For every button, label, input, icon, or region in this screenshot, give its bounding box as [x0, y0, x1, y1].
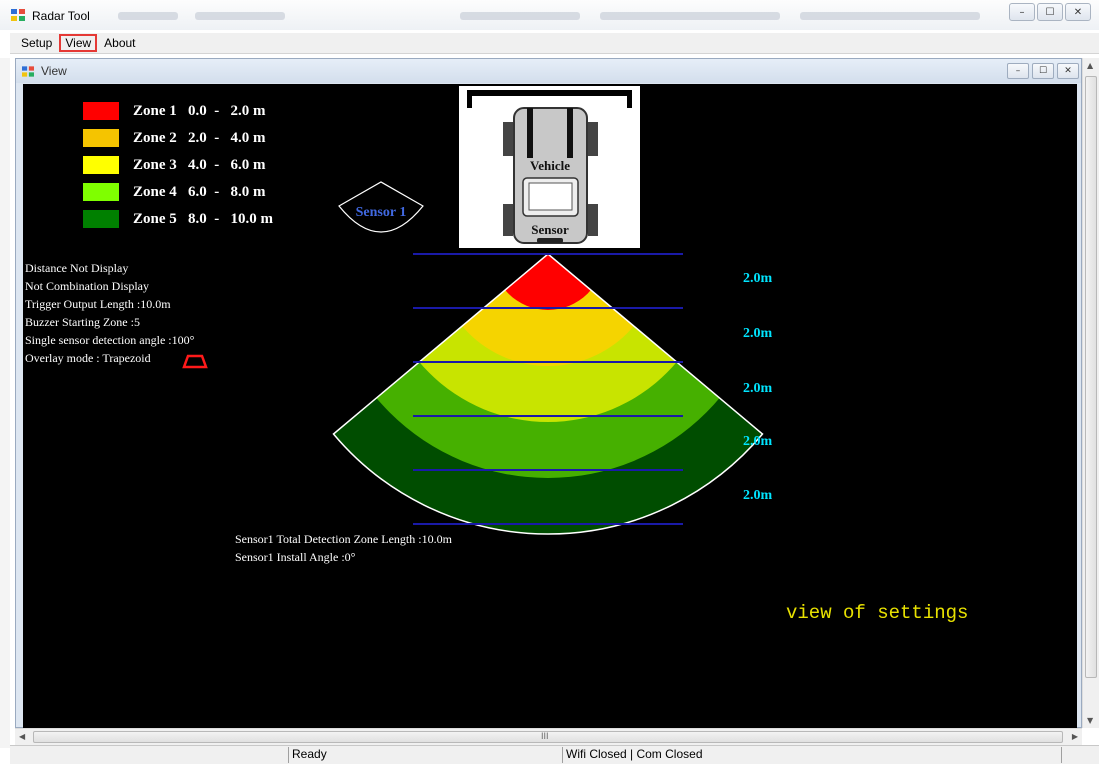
zone-5-label: Zone 5 8.0 - 10.0 m [133, 210, 274, 227]
trapezoid-icon [182, 354, 208, 369]
zone-2-swatch [83, 129, 119, 147]
menu-view[interactable]: View [59, 34, 98, 52]
menu-setup[interactable]: Setup [21, 36, 53, 50]
zone-5-swatch [83, 210, 119, 228]
radar-zone-1 [492, 254, 604, 310]
zone-3-swatch [83, 156, 119, 174]
scroll-left-icon[interactable]: ◀ [19, 732, 26, 741]
left-edge [0, 58, 10, 748]
zone-4-swatch [83, 183, 119, 201]
distance-label-2: 2.0m [743, 326, 773, 341]
radar-zone-2 [436, 254, 660, 366]
distance-label-4: 2.0m [743, 434, 773, 449]
child-minimize-button[interactable]: – [1007, 63, 1029, 79]
minimize-button[interactable]: – [1009, 3, 1035, 21]
range-lines [413, 253, 683, 525]
vehicle-diagram: Vehicle Sensor [459, 86, 640, 248]
distance-label-1: 2.0m [743, 271, 773, 286]
info-detection-angle: Single sensor detection angle :100° [25, 333, 195, 347]
child-maximize-button[interactable]: ☐ [1032, 63, 1054, 79]
child-titlebar: View – ☐ ✕ [16, 59, 1081, 83]
radar-fan-outline [332, 253, 764, 535]
app-title: Radar Tool [32, 9, 90, 23]
sensor-label: Sensor [531, 222, 569, 237]
toolbar-blur [118, 12, 178, 20]
toolbar-blur [800, 12, 980, 20]
vehicle-label: Vehicle [530, 158, 570, 173]
horizontal-scrollbar[interactable]: ◀ III ▶ [15, 728, 1082, 745]
info-overlay-mode: Overlay mode : Trapezoid [25, 351, 151, 365]
sensor-1-badge[interactable]: Sensor 1 [337, 180, 425, 240]
radar-zone-3 [380, 254, 716, 422]
info-distance-display: Distance Not Display [25, 261, 129, 275]
distance-label-5: 2.0m [743, 488, 773, 503]
child-title: View [41, 64, 67, 78]
info-buzzer-starting-zone: Buzzer Starting Zone :5 [25, 315, 140, 329]
legend-row-zone-2: Zone 2 2.0 - 4.0 m [83, 128, 266, 148]
window-titlebar: Radar Tool – ☐ ✕ [0, 0, 1099, 30]
info-trigger-output-length: Trigger Output Length :10.0m [25, 297, 171, 311]
legend-row-zone-3: Zone 3 4.0 - 6.0 m [83, 155, 266, 175]
child-app-icon [22, 66, 34, 77]
scroll-up-icon[interactable]: ▲ [1087, 61, 1094, 70]
child-close-button[interactable]: ✕ [1057, 63, 1079, 79]
sensor-badge-outline [338, 181, 424, 233]
info-combination-display: Not Combination Display [25, 279, 149, 293]
zone-2-label: Zone 2 2.0 - 4.0 m [133, 129, 266, 146]
toolbar-blur [195, 12, 285, 20]
radar-fan [332, 253, 764, 535]
horizontal-scroll-thumb[interactable]: III [33, 731, 1063, 743]
status-connection: Wifi Closed | Com Closed [562, 747, 1062, 763]
distance-label-3: 2.0m [743, 381, 773, 396]
menu-about[interactable]: About [104, 36, 136, 50]
toolbar-blur [600, 12, 780, 20]
vertical-scroll-thumb[interactable] [1085, 76, 1097, 678]
sensor1-total-length: Sensor1 Total Detection Zone Length :10.… [235, 532, 452, 546]
menu-bar: Setup View About [10, 33, 1099, 54]
scroll-grip: III [541, 731, 549, 741]
sensor1-install-angle: Sensor1 Install Angle :0° [235, 550, 356, 564]
zone-1-swatch [83, 102, 119, 120]
app-icon [11, 9, 25, 21]
legend-row-zone-1: Zone 1 0.0 - 2.0 m [83, 101, 266, 121]
radar-zones [333, 254, 763, 534]
maximize-button[interactable]: ☐ [1037, 3, 1063, 21]
status-ready: Ready [288, 747, 558, 763]
vehicle-graphic: Vehicle Sensor [467, 90, 632, 244]
zone-4-label: Zone 4 6.0 - 8.0 m [133, 183, 266, 200]
status-bar: Ready Wifi Closed | Com Closed [10, 745, 1099, 764]
zone-3-label: Zone 3 4.0 - 6.0 m [133, 156, 266, 173]
sensor-badge-label: Sensor 1 [356, 205, 407, 220]
zone-1-label: Zone 1 0.0 - 2.0 m [133, 102, 266, 119]
legend-row-zone-4: Zone 4 6.0 - 8.0 m [83, 182, 266, 202]
view-of-settings-caption: view of settings [786, 602, 969, 624]
scroll-down-icon[interactable]: ▼ [1087, 716, 1094, 725]
radar-canvas: Zone 1 0.0 - 2.0 m Zone 2 2.0 - 4.0 m Zo… [23, 84, 1077, 728]
toolbar-blur [460, 12, 580, 20]
legend-row-zone-5: Zone 5 8.0 - 10.0 m [83, 209, 273, 229]
scroll-right-icon[interactable]: ▶ [1071, 732, 1078, 741]
close-button[interactable]: ✕ [1065, 3, 1091, 21]
vertical-scrollbar[interactable]: ▲ ▼ [1082, 58, 1099, 728]
